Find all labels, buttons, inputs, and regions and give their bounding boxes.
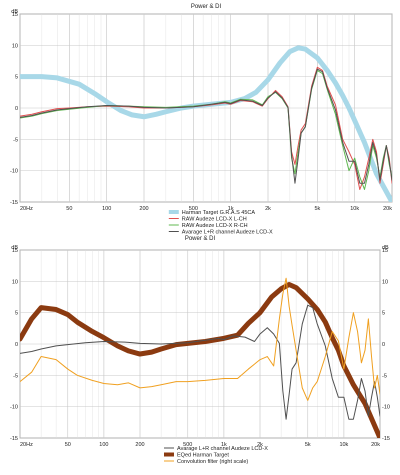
y-axis-label: dB — [11, 245, 18, 251]
x-tick-label: 2k — [257, 442, 263, 448]
x-tick-label: 500 — [189, 206, 198, 212]
y2-tick-label: 5 — [382, 311, 385, 317]
y2-tick-label: -10 — [382, 405, 390, 411]
y-tick-label: 15 — [12, 12, 18, 18]
chart-title: Power & DI — [191, 4, 222, 10]
chart-1: Power & DI -15 -10 -5 0 5 10 15 20Hz 50 100 200 500 1… — [10, 4, 393, 236]
legend-label: Avarage L+R channel Audeze LCD-X — [177, 446, 268, 452]
x-tick-label: 50 — [65, 442, 71, 448]
series-line-eqed-harman-target — [20, 281, 380, 438]
legend-label: RAW Audeze LCD-X R-CH — [182, 223, 248, 229]
x-tick-label: 1k — [228, 206, 234, 212]
series-line-avarage-l-r-channel-audeze-lcd-x — [20, 68, 392, 184]
x-tick-label: 200 — [135, 442, 144, 448]
series-line-raw-audeze-lcd-x-l-ch — [20, 66, 392, 190]
y2-tick-label: -5 — [382, 373, 387, 379]
legend-label: Avarage L+R channel Audeze LCD-X — [182, 230, 273, 236]
y-tick-label: 10 — [12, 279, 18, 285]
x-tick-label: 100 — [99, 442, 108, 448]
x-tick-label: 5k — [305, 442, 311, 448]
y-tick-label: -15 — [10, 436, 18, 442]
x-tick-label: 2k — [265, 206, 271, 212]
y-tick-label: -10 — [10, 169, 18, 175]
y2-axis-label: dB — [382, 245, 389, 251]
series-line-harman-target-g-r-a-s-45ca — [20, 45, 392, 202]
legend-label: EQed Harman Target — [177, 453, 229, 459]
legend-label: Harman Target G.R.A.S 45CA — [182, 210, 256, 216]
x-tick-label: 10k — [350, 206, 359, 212]
x-tick-label: 20Hz — [20, 206, 33, 212]
y-tick-label: -10 — [10, 405, 18, 411]
series-line-avarage-l-r-channel-audeze-lcd-x — [20, 304, 380, 420]
x-tick-label: 20k — [371, 442, 380, 448]
x-tick-label: 100 — [102, 206, 111, 212]
y2-tick-label: -15 — [382, 436, 390, 442]
y-tick-label: 0 — [15, 342, 18, 348]
y2-tick-label: 15 — [382, 248, 388, 254]
y-tick-label: -5 — [13, 137, 18, 143]
chart-2: Power & DI -15 -15 -10 -10 -5 -5 0 0 5 5 10 10 15 15 20… — [10, 236, 390, 465]
y-tick-label: 15 — [12, 248, 18, 254]
x-tick-label: 500 — [183, 442, 192, 448]
y-tick-label: 5 — [15, 311, 18, 317]
x-tick-label: 1k — [221, 442, 227, 448]
series-line-convolution-filter-right-scale- — [20, 277, 380, 401]
x-tick-label: 10k — [339, 442, 348, 448]
y-tick-label: -5 — [13, 373, 18, 379]
y-axis-label: dB — [11, 9, 18, 15]
series-group — [20, 45, 392, 202]
chart-title: Power & DI — [185, 236, 216, 242]
x-tick-label: 5k — [314, 206, 320, 212]
y2-tick-label: 0 — [382, 342, 385, 348]
y-tick-label: 0 — [15, 106, 18, 112]
y-tick-label: 5 — [15, 75, 18, 81]
x-tick-label: 200 — [139, 206, 148, 212]
legend-label: RAW Audeze LCD-X L-CH — [182, 217, 247, 223]
y-tick-label: 10 — [12, 43, 18, 49]
legend-label: Convolution filter (right scale) — [177, 459, 248, 465]
x-tick-label: 50 — [66, 206, 72, 212]
series-group — [20, 277, 380, 438]
x-tick-label: 20k — [383, 206, 392, 212]
y2-tick-label: 10 — [382, 279, 388, 285]
y-tick-label: -15 — [10, 200, 18, 206]
x-tick-label: 20Hz — [20, 442, 33, 448]
